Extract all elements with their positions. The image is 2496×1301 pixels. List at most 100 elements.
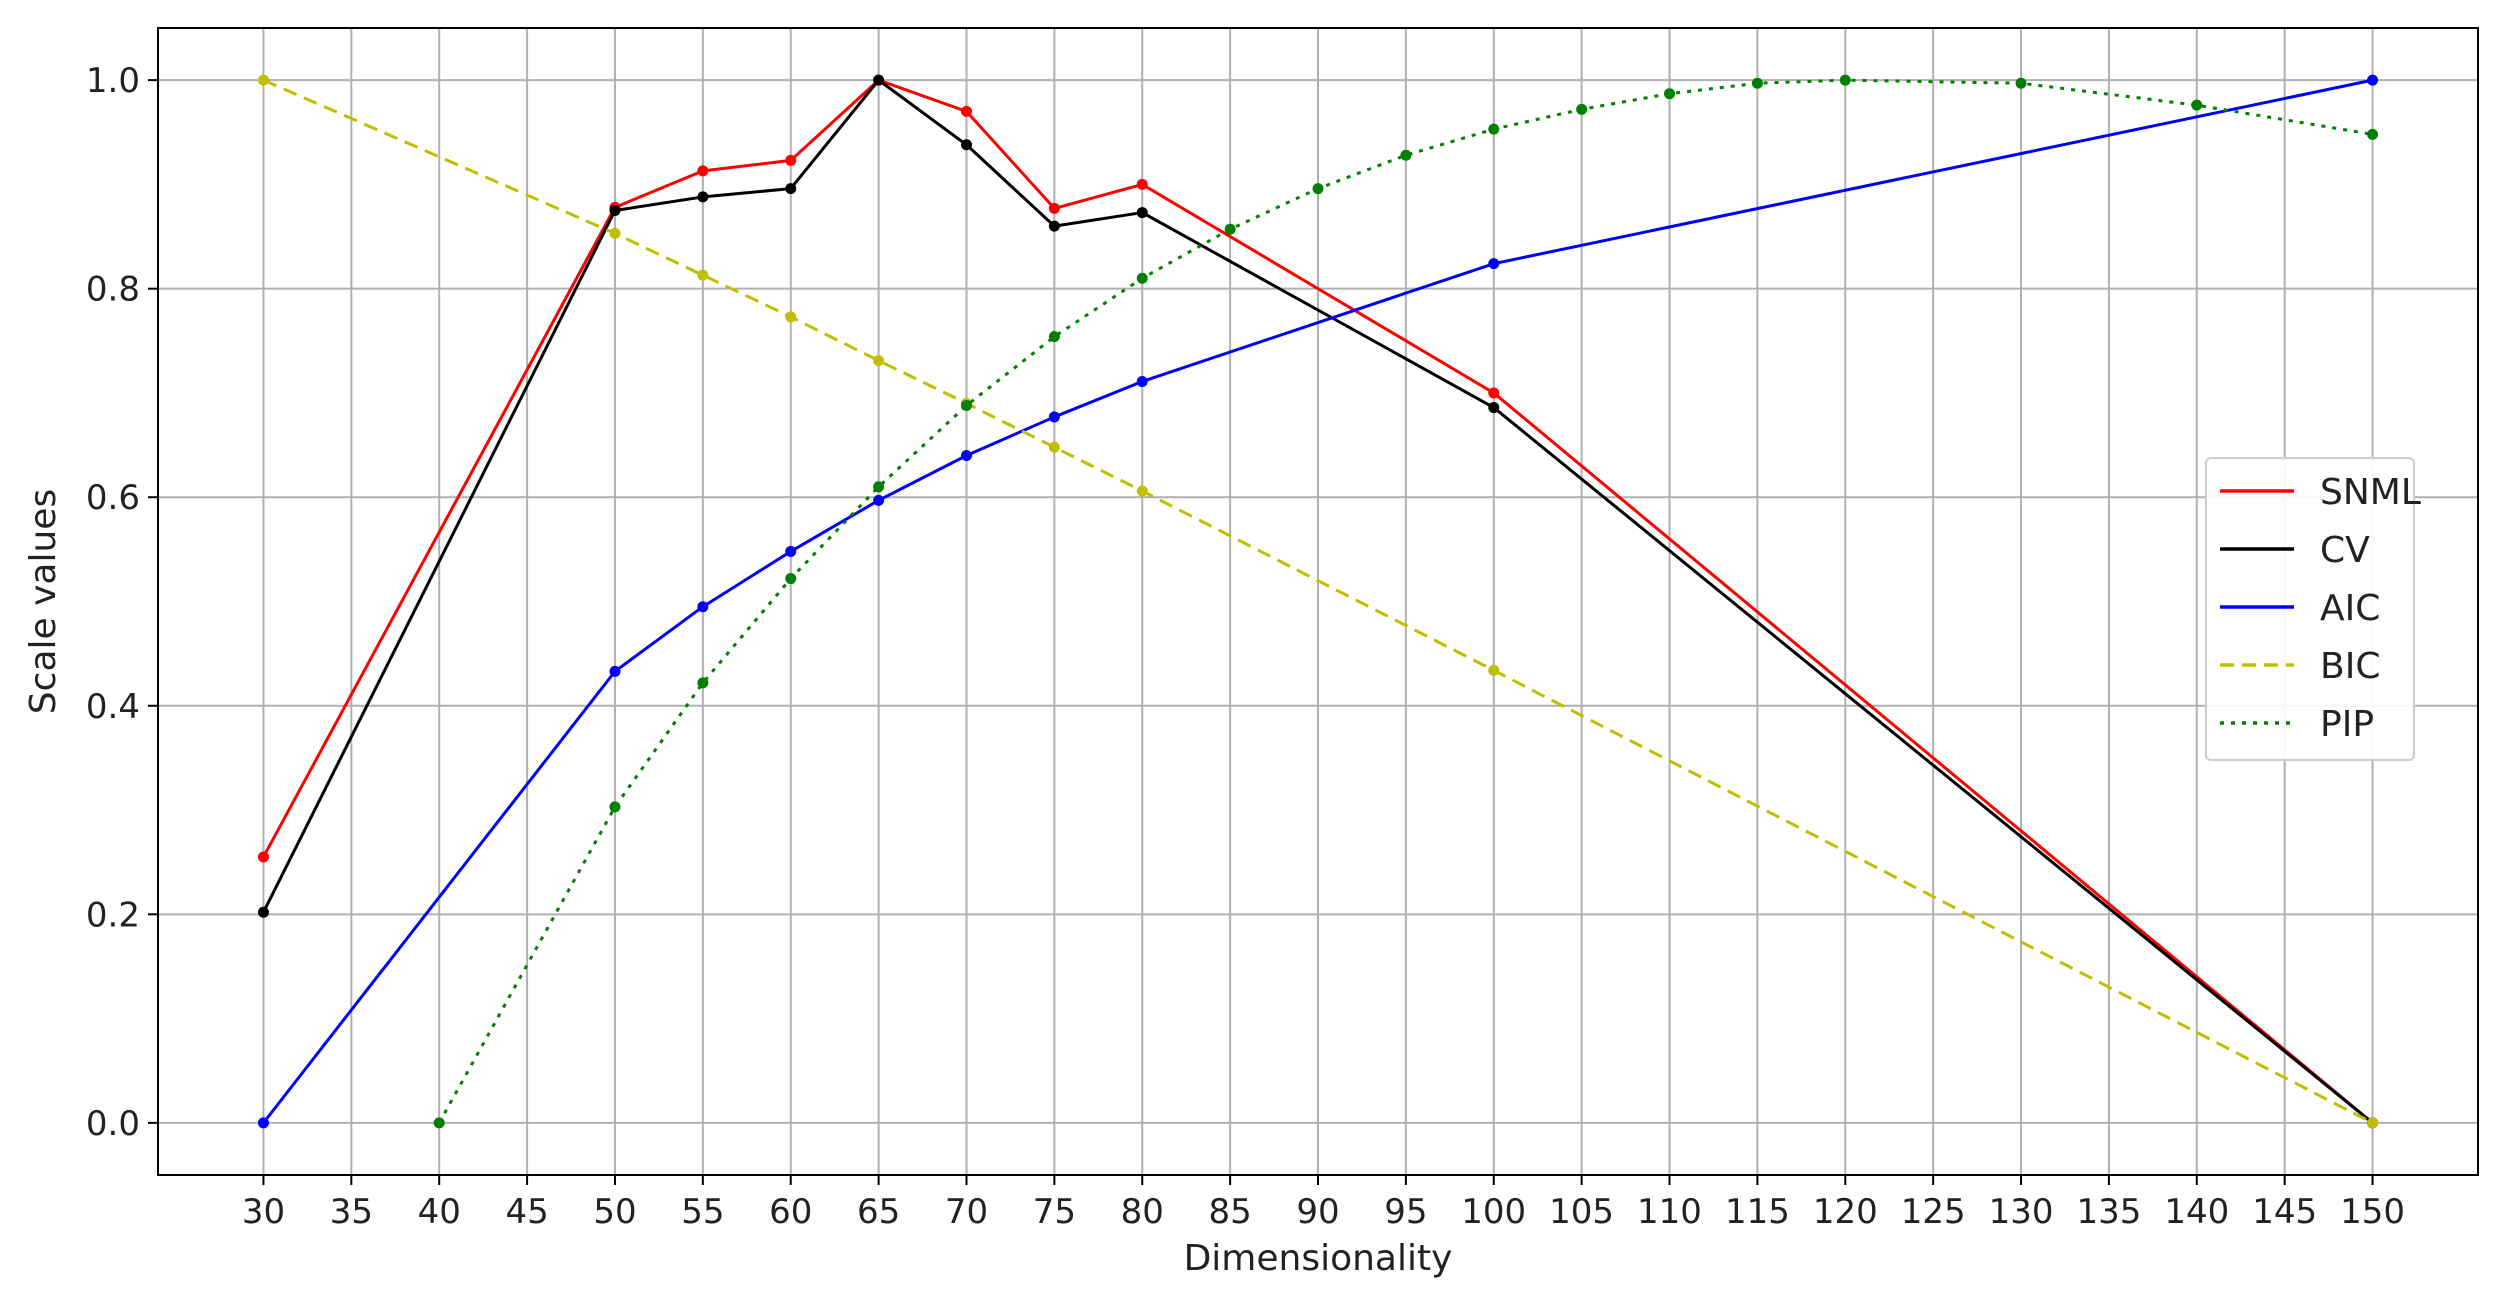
data-point-cv [960,139,972,151]
data-point-aic [873,494,885,506]
data-point-snml [697,165,709,177]
data-point-pip [1400,149,1412,161]
x-tick-label: 40 [418,1192,461,1232]
y-tick-label: 0.2 [86,895,140,935]
data-point-pip [785,573,797,585]
grid [158,28,2478,1175]
x-tick-label: 110 [1637,1192,1702,1232]
data-point-aic [960,450,972,462]
data-point-snml [960,105,972,117]
series-line-aic [262,78,2373,1124]
legend-box [2205,457,2415,761]
data-point-cv [785,183,797,195]
data-point-bic [873,355,885,367]
data-point-pip [1312,183,1324,195]
data-point-bic [609,227,621,239]
data-point-aic [1048,411,1060,423]
x-tick-label: 70 [945,1192,988,1232]
data-point-pip [1048,331,1060,343]
x-tick-label: 130 [1989,1192,2054,1232]
data-point-pip [1664,88,1676,100]
x-axis-label: Dimensionality [1184,1238,1453,1279]
y-tick-label: 0.6 [86,478,140,518]
legend: SNML CV AIC BIC PIP [2205,457,2421,761]
x-tick-label: 150 [2340,1192,2405,1232]
data-point-pip [1224,223,1236,235]
series-line-cv [262,78,2374,1125]
data-point-snml [1048,202,1060,214]
x-tick-label: 80 [1121,1192,1164,1232]
x-tick-label: 145 [2252,1192,2317,1232]
data-point-snml [257,851,269,863]
data-point-bic [697,269,709,281]
x-tick-label: 140 [2164,1192,2229,1232]
data-point-cv [873,74,885,86]
y-tick-label: 1.0 [86,61,140,101]
data-point-pip [960,399,972,411]
x-tick-label: 65 [857,1192,900,1232]
legend-label-snml: SNML [2320,472,2421,513]
data-point-bic [257,74,269,86]
x-tick-label: 75 [1033,1192,1076,1232]
legend-label-pip: PIP [2320,704,2374,745]
data-point-snml [1136,178,1148,190]
data-point-pip [433,1117,445,1129]
x-tick-label: 125 [1901,1192,1966,1232]
data-point-cv [1488,402,1500,414]
series-line-snml [262,78,2374,1125]
x-tick-label: 50 [593,1192,636,1232]
x-tick-label: 115 [1725,1192,1790,1232]
legend-label-cv: CV [2320,530,2370,571]
data-point-aic [2367,74,2379,86]
series-layer [257,74,2379,1129]
ticks: 30 35 40 45 50 55 60 65 70 75 80 85 90 95 100 105 110 115… [86,61,2405,1232]
data-point-aic [785,545,797,557]
data-point-pip [2015,77,2027,89]
data-point-pip [2367,128,2379,140]
y-tick-label: 0.4 [86,687,140,727]
x-tick-label: 35 [330,1192,373,1232]
data-point-snml [1488,387,1500,399]
x-tick-label: 90 [1296,1192,1339,1232]
data-point-aic [697,601,709,613]
data-point-aic [1136,375,1148,387]
data-point-aic [609,665,621,677]
legend-label-bic: BIC [2320,646,2380,687]
x-tick-label: 55 [681,1192,724,1232]
x-tick-label: 105 [1549,1192,1614,1232]
x-tick-label: 135 [2076,1192,2141,1232]
data-point-cv [1048,220,1060,232]
data-point-bic [1136,485,1148,497]
legend-label-aic: AIC [2320,588,2380,629]
data-point-cv [257,906,269,918]
x-tick-label: 45 [505,1192,548,1232]
x-tick-label: 60 [769,1192,812,1232]
data-point-aic [257,1117,269,1129]
data-point-bic [2367,1117,2379,1129]
data-point-cv [697,191,709,203]
data-point-aic [1488,258,1500,270]
data-point-cv [609,204,621,216]
data-point-snml [785,154,797,166]
series-line-bic [262,78,2374,1125]
data-point-bic [1488,664,1500,676]
data-point-pip [697,677,709,689]
data-point-pip [2191,99,2203,111]
y-axis-label: Scale values [23,489,64,714]
x-tick-label: 95 [1384,1192,1427,1232]
data-point-pip [1136,272,1148,284]
data-point-bic [1048,441,1060,453]
data-point-cv [1136,207,1148,219]
data-point-pip [1488,123,1500,135]
x-tick-label: 100 [1461,1192,1526,1232]
x-tick-label: 120 [1813,1192,1878,1232]
x-tick-label: 85 [1208,1192,1251,1232]
y-tick-label: 0.8 [86,270,140,310]
data-point-pip [1751,77,1763,89]
data-point-bic [785,311,797,323]
data-point-pip [1576,103,1588,115]
data-point-pip [609,801,621,813]
x-tick-label: 30 [242,1192,285,1232]
